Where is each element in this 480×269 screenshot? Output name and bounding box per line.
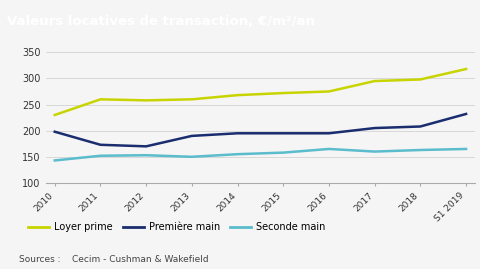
Text: Valeurs locatives de transaction, €/m²/an: Valeurs locatives de transaction, €/m²/a… — [7, 15, 315, 28]
Legend: Loyer prime, Première main, Seconde main: Loyer prime, Première main, Seconde main — [24, 218, 329, 236]
Text: Sources :    Cecim - Cushman & Wakefield: Sources : Cecim - Cushman & Wakefield — [19, 255, 209, 264]
